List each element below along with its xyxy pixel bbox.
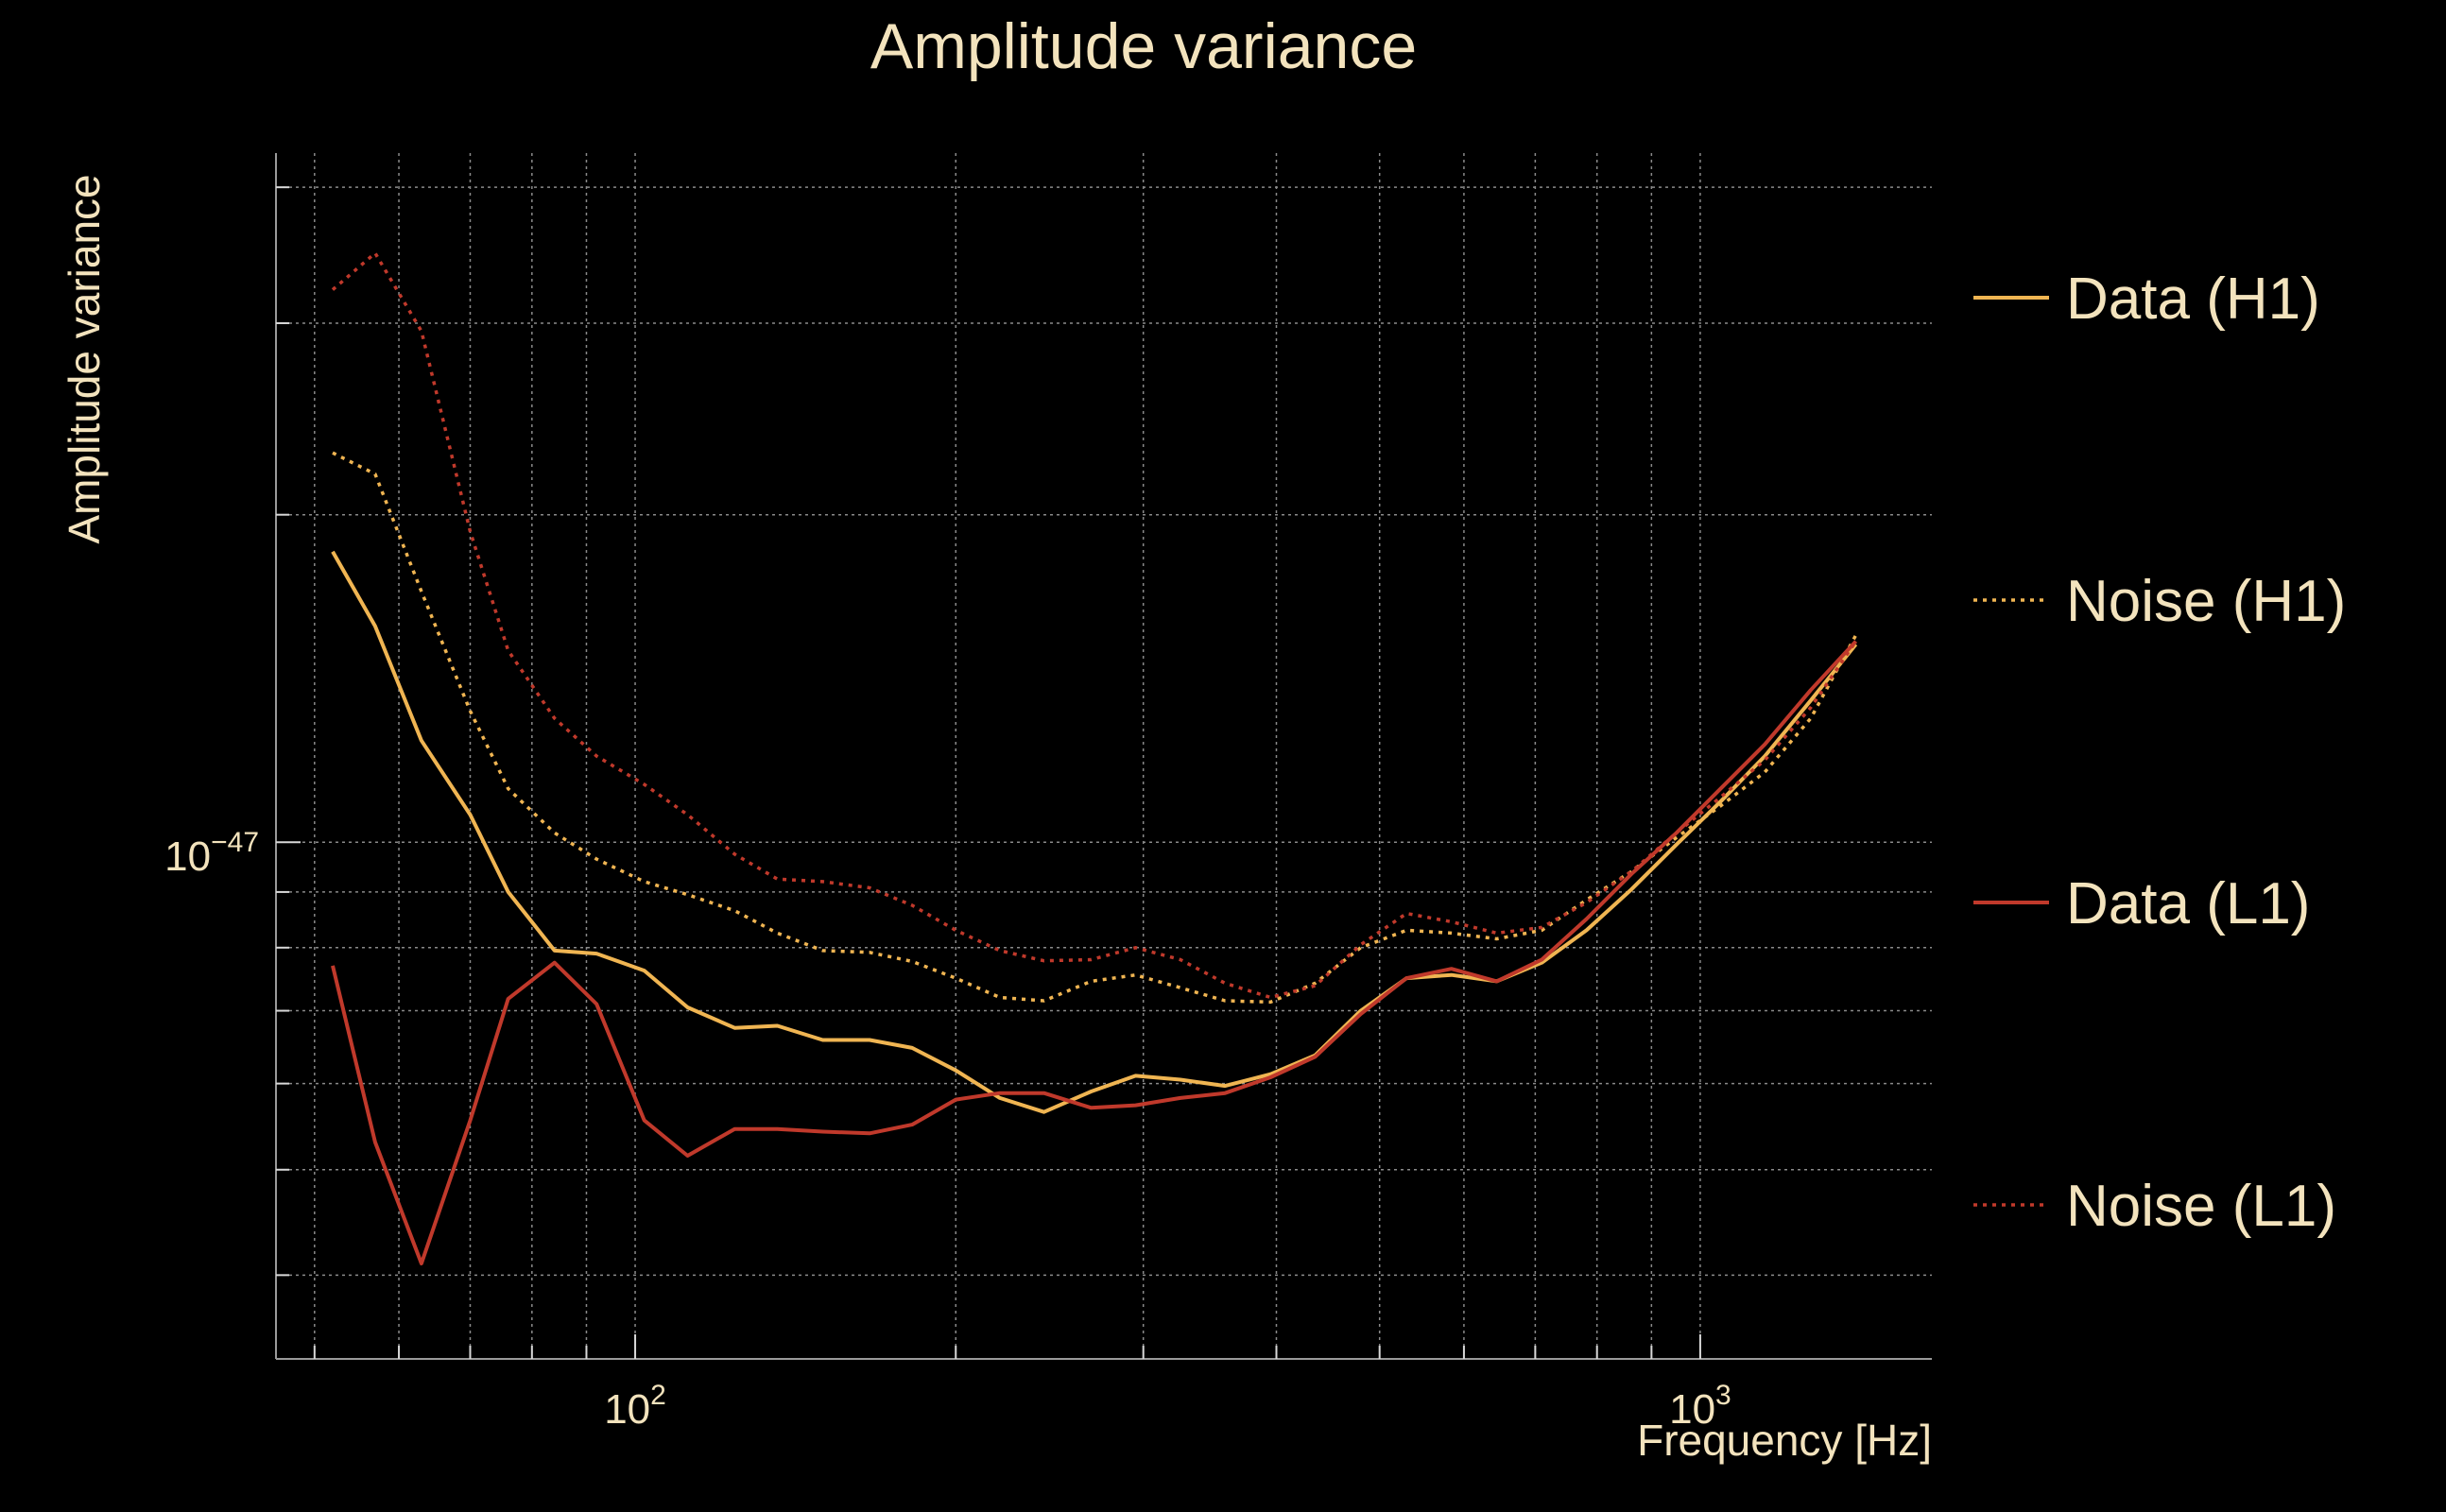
legend-label-data-h1: Data (H1) (2066, 266, 2320, 332)
y-tick-label: 10−47 (164, 827, 259, 880)
chart-title: Amplitude variance (870, 10, 1417, 82)
plot-frame (275, 153, 1932, 1360)
legend-label-noise-l1: Noise (L1) (2066, 1174, 2336, 1239)
x-axis-label: Frequency [Hz] (1637, 1416, 1932, 1465)
x-tick-label: 102 (604, 1380, 666, 1433)
series-line-noise-l1 (331, 251, 1858, 1000)
plot-grid (276, 153, 1932, 1359)
series-line-data-l1 (331, 640, 1858, 1265)
legend-label-noise-h1: Noise (H1) (2066, 569, 2346, 634)
x-axis-ticks: 102 103 (604, 1380, 1731, 1433)
legend-label-data-l1: Data (L1) (2066, 871, 2310, 936)
x-tick-label: 103 (1669, 1380, 1731, 1433)
series-line-noise-h1 (332, 451, 1858, 1005)
legend: Data (H1) Noise (H1) Data (L1) Noise (L1) (1973, 266, 2346, 1239)
y-axis-ticks: 10−47 (164, 827, 259, 880)
y-axis-label: Amplitude variance (60, 174, 109, 543)
series-line-data-h1 (331, 550, 1858, 1114)
series-lines (331, 251, 1858, 1265)
